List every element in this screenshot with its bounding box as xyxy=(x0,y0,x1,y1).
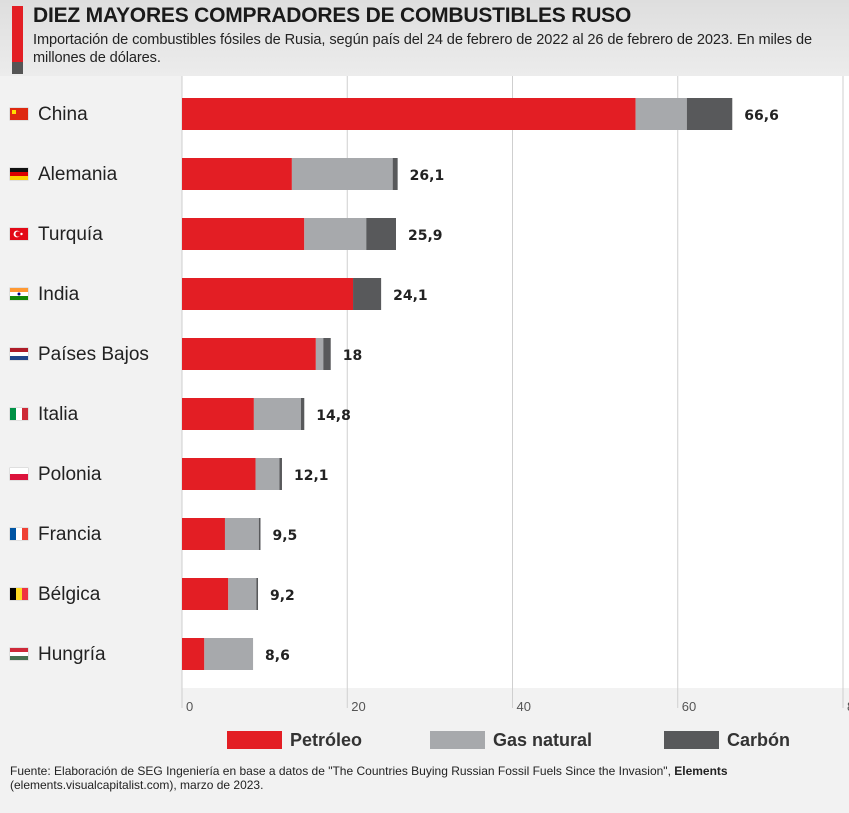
belgium-flag-icon-part xyxy=(22,588,28,600)
x-tick-label: 40 xyxy=(517,699,531,714)
bar-carbon xyxy=(323,338,331,370)
x-tick-label: 80 xyxy=(847,699,849,714)
bar-carbon xyxy=(366,218,396,250)
source-footer: Fuente: Elaboración de SEG Ingeniería en… xyxy=(10,764,846,792)
bar-gas-natural xyxy=(253,398,301,430)
italy-flag-icon-part xyxy=(16,408,22,420)
total-value-label: 12,1 xyxy=(294,468,329,484)
legend-swatch-petroleo xyxy=(227,731,282,749)
belgium-flag-icon-part xyxy=(16,588,22,600)
category-label: Bélgica xyxy=(38,584,101,605)
x-tick-label: 20 xyxy=(351,699,365,714)
bar-petroleo xyxy=(182,218,305,250)
china-flag-icon-part xyxy=(12,110,16,114)
total-value-label: 26,1 xyxy=(410,168,445,184)
category-label: Francia xyxy=(38,524,102,545)
total-value-label: 9,2 xyxy=(270,588,295,604)
italy-flag-icon-part xyxy=(10,408,16,420)
belgium-flag-icon-part xyxy=(10,588,16,600)
bar-petroleo xyxy=(182,98,636,130)
hungary-flag-icon-part xyxy=(10,652,28,656)
bar-carbon xyxy=(258,518,261,550)
poland-flag-icon-part xyxy=(10,474,28,480)
poland-flag-icon-part xyxy=(10,468,28,474)
accent-bar xyxy=(12,6,23,74)
legend: Petróleo Gas natural Carbón xyxy=(0,727,849,753)
bar-gas-natural xyxy=(228,578,257,610)
netherlands-flag-icon-part xyxy=(10,348,28,352)
category-label: Turquía xyxy=(38,224,103,245)
chart-header: DIEZ MAYORES COMPRADORES DE COMBUSTIBLES… xyxy=(0,0,849,76)
netherlands-flag-icon-part xyxy=(10,352,28,356)
total-value-label: 66,6 xyxy=(744,108,779,124)
legend-item-petroleo: Petróleo xyxy=(227,727,362,753)
germany-flag-icon-part xyxy=(10,172,28,176)
india-flag-icon-part xyxy=(10,288,28,292)
total-value-label: 14,8 xyxy=(316,408,351,424)
footer-bold: Elements xyxy=(674,764,728,778)
bar-carbon xyxy=(686,98,733,130)
turkey-flag-icon-part xyxy=(15,231,21,237)
bar-petroleo xyxy=(182,398,254,430)
france-flag-icon-part xyxy=(22,528,28,540)
bar-gas-natural xyxy=(204,638,254,670)
bar-carbon xyxy=(392,158,398,190)
bar-carbon xyxy=(256,578,259,610)
total-value-label: 8,6 xyxy=(265,648,290,664)
total-value-label: 24,1 xyxy=(393,288,428,304)
bar-petroleo xyxy=(182,338,316,370)
bar-carbon xyxy=(353,278,382,310)
bar-gas-natural xyxy=(304,218,367,250)
hungary-flag-icon-part xyxy=(10,648,28,652)
legend-label-carbon: Carbón xyxy=(727,729,790,750)
netherlands-flag-icon-part xyxy=(10,356,28,360)
category-label: China xyxy=(38,104,88,125)
footer-text-end: (elements.visualcapitalist.com), marzo d… xyxy=(10,778,264,792)
bar-gas-natural xyxy=(291,158,393,190)
bar-gas-natural xyxy=(224,518,259,550)
total-value-label: 9,5 xyxy=(272,528,297,544)
hungary-flag-icon-part xyxy=(10,656,28,660)
legend-label-petroleo: Petróleo xyxy=(290,729,363,750)
category-label: Polonia xyxy=(38,464,102,485)
bar-petroleo xyxy=(182,518,225,550)
category-label: Italia xyxy=(38,404,79,425)
x-tick-label: 60 xyxy=(682,699,696,714)
india-flag-icon-part xyxy=(17,292,21,296)
bar-petroleo xyxy=(182,278,354,310)
category-label: Alemania xyxy=(38,164,118,185)
x-tick-label: 0 xyxy=(186,699,193,714)
bar-gas-natural xyxy=(635,98,687,130)
chart-title: DIEZ MAYORES COMPRADORES DE COMBUSTIBLES… xyxy=(33,4,632,27)
bar-gas-natural xyxy=(255,458,280,490)
bar-carbon xyxy=(279,458,282,490)
total-value-label: 18 xyxy=(343,348,362,364)
legend-swatch-carbon xyxy=(664,731,719,749)
bar-petroleo xyxy=(182,458,256,490)
bar-petroleo xyxy=(182,638,205,670)
legend-label-gas-natural: Gas natural xyxy=(493,729,593,750)
germany-flag-icon-part xyxy=(10,168,28,172)
chart-subtitle: Importación de combustibles fósiles de R… xyxy=(33,32,812,66)
france-flag-icon-part xyxy=(16,528,22,540)
stacked-bar-chart: 0 20 40 60 80 China 66,6 Alemania 26,1 Turquía 25,… xyxy=(0,76,849,716)
germany-flag-icon-part xyxy=(10,176,28,180)
legend-item-gas-natural: Gas natural xyxy=(430,727,592,753)
total-value-label: 25,9 xyxy=(408,228,443,244)
footer-text: Fuente: Elaboración de SEG Ingeniería en… xyxy=(10,764,675,778)
bar-gas-natural xyxy=(315,338,324,370)
category-label: Hungría xyxy=(38,644,106,665)
turkey-flag-icon-part xyxy=(20,232,23,236)
india-flag-icon-part xyxy=(10,296,28,300)
legend-swatch-gas-natural xyxy=(430,731,485,749)
france-flag-icon-part xyxy=(10,528,16,540)
legend-item-carbon: Carbón xyxy=(664,727,790,753)
italy-flag-icon-part xyxy=(22,408,28,420)
bar-carbon xyxy=(300,398,305,430)
category-label: India xyxy=(38,284,80,305)
bar-petroleo xyxy=(182,158,292,190)
bar-petroleo xyxy=(182,578,229,610)
category-label: Países Bajos xyxy=(38,344,149,365)
